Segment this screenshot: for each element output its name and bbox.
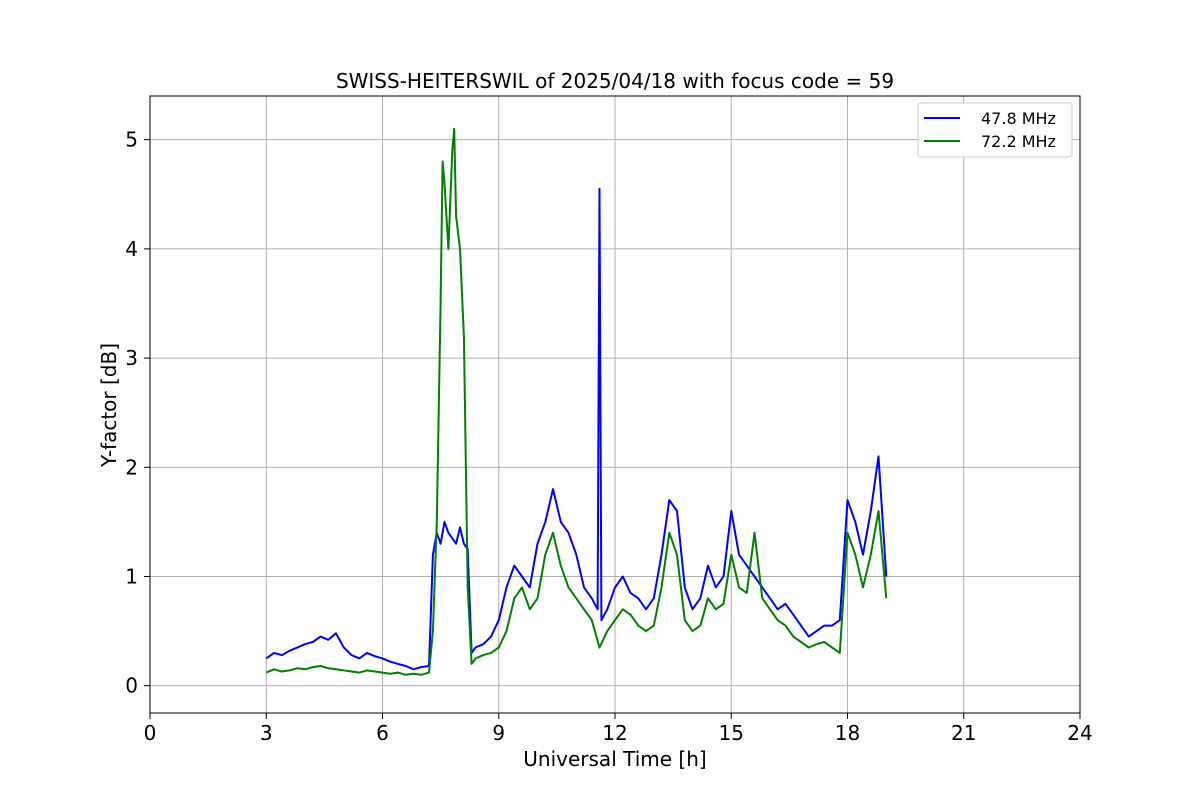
x-tick-label: 18 <box>835 721 860 745</box>
x-tick-label: 15 <box>719 721 744 745</box>
series-line-72-2-mhz <box>265 127 888 676</box>
x-tick-label: 3 <box>260 721 273 745</box>
legend-label-47-8-mhz: 47.8 MHz <box>981 109 1056 128</box>
x-axis-ticks: 0 3 6 9 12 15 18 21 24 <box>144 713 1093 745</box>
y-axis-ticks: 0 1 2 3 4 5 <box>125 128 150 698</box>
x-tick-label: 12 <box>602 721 627 745</box>
x-tick-label: 6 <box>376 721 389 745</box>
y-tick-label: 3 <box>125 346 138 370</box>
chart-title: SWISS-HEITERSWIL of 2025/04/18 with focu… <box>336 69 894 93</box>
y-tick-label: 5 <box>125 128 138 152</box>
x-tick-label: 21 <box>951 721 976 745</box>
x-axis-label: Universal Time [h] <box>523 747 706 771</box>
y-tick-label: 1 <box>125 564 138 588</box>
x-tick-label: 9 <box>492 721 505 745</box>
y-tick-label: 0 <box>125 674 138 698</box>
y-axis-label: Y-factor [dB] <box>97 343 121 468</box>
x-tick-label: 24 <box>1067 721 1092 745</box>
series-line-47-8-mhz <box>265 187 888 671</box>
series-lines <box>265 127 888 676</box>
x-tick-label: 0 <box>144 721 157 745</box>
legend-label-72-2-mhz: 72.2 MHz <box>981 132 1056 151</box>
legend: 47.8 MHz 72.2 MHz <box>917 102 1073 158</box>
legend-box <box>917 102 1073 158</box>
y-tick-label: 2 <box>125 455 138 479</box>
y-tick-label: 4 <box>125 237 138 261</box>
